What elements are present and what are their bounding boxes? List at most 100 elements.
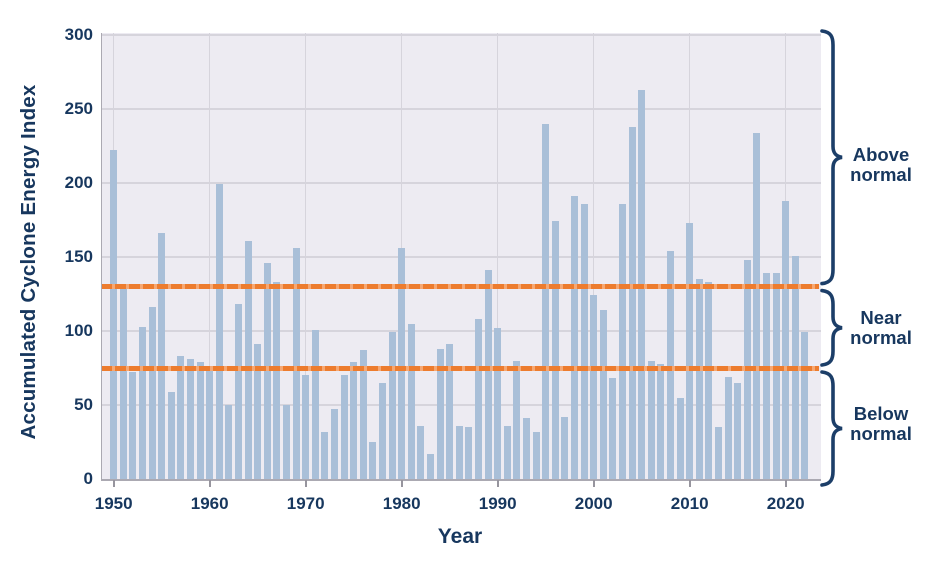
bar-1973 <box>331 409 338 479</box>
bar-1962 <box>225 405 233 479</box>
bar-1985 <box>446 344 454 479</box>
ytick-label-50: 50 <box>74 395 93 414</box>
ytick-label-250: 250 <box>64 99 93 118</box>
xtick-label-1970: 1970 <box>286 494 325 513</box>
xtick-label-1980: 1980 <box>382 494 421 513</box>
bar-1968 <box>283 405 290 479</box>
bar-2017 <box>753 132 761 479</box>
bar-2002 <box>609 378 617 479</box>
xtick-label-2020: 2020 <box>766 494 805 513</box>
gridline-y-250 <box>100 108 821 110</box>
y-axis-line <box>100 33 102 479</box>
bar-2007 <box>657 363 665 479</box>
bar-1964 <box>244 240 252 479</box>
bar-1953 <box>139 326 146 479</box>
bar-1978 <box>379 382 386 479</box>
bar-1991 <box>503 425 511 479</box>
gridline-y-50 <box>100 404 821 406</box>
bar-1966 <box>263 262 271 479</box>
bar-1950 <box>110 150 118 479</box>
xtick-label-1950: 1950 <box>94 494 133 513</box>
xtick-mark-2000 <box>592 480 595 487</box>
bar-2009 <box>676 397 684 479</box>
ytick-label-200: 200 <box>64 173 93 192</box>
xtick-mark-1950 <box>112 480 115 487</box>
bar-1974 <box>340 375 348 479</box>
bar-1972 <box>321 431 329 479</box>
bar-1977 <box>369 442 377 479</box>
bar-2013 <box>715 427 722 479</box>
bar-1996 <box>551 221 559 479</box>
gridline-y-100 <box>100 330 821 332</box>
gridline-x-1960 <box>208 33 211 479</box>
bar-2006 <box>647 360 655 479</box>
bar-1975 <box>350 362 358 479</box>
xtick-mark-1990 <box>496 480 499 487</box>
bar-1982 <box>417 425 425 479</box>
xtick-label-2000: 2000 <box>574 494 613 513</box>
bar-1961 <box>215 184 223 479</box>
bar-1955 <box>158 233 166 479</box>
xtick-mark-1970 <box>304 480 307 487</box>
gridline-x-2000 <box>592 33 595 479</box>
gridline-y-200 <box>100 182 821 184</box>
bar-2011 <box>695 279 703 479</box>
xtick-mark-1960 <box>208 480 211 487</box>
gridline-x-1970 <box>304 33 307 479</box>
bar-1987 <box>465 427 473 479</box>
bar-2018 <box>763 273 770 479</box>
gridline-y-150 <box>100 256 821 258</box>
bar-1969 <box>292 248 300 479</box>
bar-2022 <box>801 332 809 479</box>
bar-2012 <box>705 282 713 479</box>
bar-1960 <box>206 370 214 479</box>
bar-2004 <box>628 126 636 479</box>
xtick-mark-1980 <box>400 480 403 487</box>
xtick-mark-2020 <box>784 480 787 487</box>
bar-2020 <box>782 200 790 479</box>
ytick-label-0: 0 <box>83 469 93 488</box>
gridline-x-1990 <box>496 33 499 479</box>
band-label-near-normal: Near normal <box>850 307 912 348</box>
bar-1999 <box>580 203 588 479</box>
above-normal-threshold <box>100 284 819 290</box>
ytick-label-150: 150 <box>64 247 93 266</box>
bar-1998 <box>571 196 578 479</box>
bar-1994 <box>532 431 540 479</box>
bar-1986 <box>455 425 463 479</box>
gridline-y-300 <box>100 34 821 36</box>
band-label-below-normal: Below normal <box>850 403 912 444</box>
brace-above-normal <box>820 29 843 286</box>
ytick-label-300: 300 <box>64 25 93 44</box>
bar-2019 <box>772 273 780 479</box>
bar-2008 <box>667 251 674 479</box>
bar-1963 <box>235 304 242 479</box>
bar-2014 <box>724 376 732 479</box>
bar-2000 <box>590 295 598 479</box>
bar-1951 <box>119 283 127 479</box>
bar-1992 <box>513 360 521 479</box>
x-axis-title: Year <box>437 525 483 548</box>
bar-2010 <box>686 222 694 479</box>
xtick-mark-2010 <box>688 480 691 487</box>
bar-1997 <box>561 416 569 479</box>
bar-1958 <box>187 359 194 479</box>
bar-1967 <box>273 282 281 479</box>
bar-1990 <box>494 328 502 479</box>
bar-1988 <box>475 319 482 479</box>
bar-1976 <box>359 350 367 479</box>
bar-1965 <box>254 344 262 479</box>
bar-1980 <box>398 248 406 479</box>
bar-1993 <box>523 418 530 479</box>
bar-1979 <box>388 332 396 479</box>
xtick-label-2010: 2010 <box>670 494 709 513</box>
bar-1952 <box>129 372 137 479</box>
y-axis-title: Accumulated Cyclone Energy Index <box>17 84 40 440</box>
below-normal-threshold <box>100 365 819 371</box>
xtick-label-1960: 1960 <box>190 494 229 513</box>
ytick-label-100: 100 <box>64 321 93 340</box>
bar-2001 <box>599 310 607 479</box>
band-label-above-normal: Above normal <box>850 144 912 185</box>
bar-1970 <box>302 375 310 479</box>
